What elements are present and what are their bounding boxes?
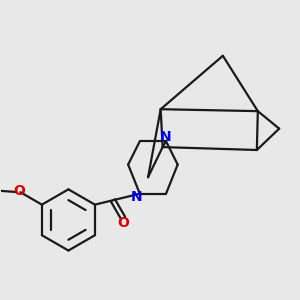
- Text: N: N: [130, 190, 142, 204]
- Text: N: N: [160, 130, 172, 144]
- Text: O: O: [13, 184, 25, 198]
- Text: O: O: [117, 216, 129, 230]
